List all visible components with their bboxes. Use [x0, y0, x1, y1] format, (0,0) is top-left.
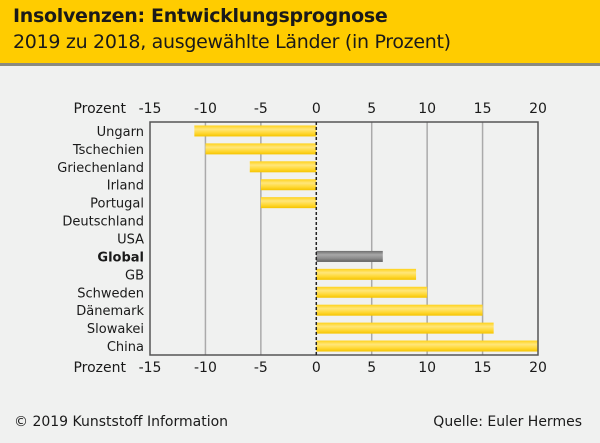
bar-china	[316, 340, 538, 352]
x-tick-label-top: 5	[367, 101, 376, 117]
x-tick-label-bottom: 15	[474, 360, 492, 376]
bar-ungarn	[194, 125, 317, 137]
x-tick-label-bottom: 10	[418, 360, 436, 376]
bar-tschechien	[205, 143, 317, 155]
category-label: Slowakei	[87, 322, 144, 337]
x-tick-label-bottom: -5	[254, 360, 268, 376]
bar-dänemark	[316, 304, 483, 316]
x-axis-top: -15 -10 -5 0 5 10 15 20	[139, 101, 547, 117]
category-label: Portugal	[90, 197, 144, 212]
x-tick-label-bottom: 20	[529, 360, 547, 376]
x-tick-label-top: -15	[139, 101, 162, 117]
bar-griechenland	[249, 161, 317, 173]
bar-global	[316, 250, 383, 262]
category-label: Ungarn	[97, 125, 144, 140]
category-label: Griechenland	[57, 161, 144, 176]
bar-schweden	[316, 286, 428, 298]
x-tick-label-bottom: 5	[367, 360, 376, 376]
category-labels: Ungarn Tschechien Griechenland Irland Portug…	[57, 125, 144, 355]
copyright-text: © 2019 Kunststoff Information	[14, 414, 229, 430]
x-axis-label-top: Prozent	[73, 101, 126, 117]
category-label: China	[107, 340, 144, 355]
category-label: Irland	[107, 179, 144, 194]
x-axis-bottom: -15 -10 -5 0 5 10 15 20	[139, 360, 547, 376]
x-tick-label-bottom: -10	[194, 360, 217, 376]
category-label: USA	[117, 233, 144, 248]
chart-title: Insolvenzen: Entwicklungsprognose	[13, 5, 388, 27]
bars	[194, 125, 538, 352]
bar-portugal	[260, 197, 317, 209]
x-tick-label-top: -5	[254, 101, 268, 117]
bar-irland	[260, 179, 317, 191]
category-label: GB	[125, 268, 144, 283]
x-axis-label-bottom: Prozent	[73, 360, 126, 376]
plot-frame	[149, 121, 539, 356]
x-tick-label-bottom: 0	[312, 360, 321, 376]
x-tick-label-top: 0	[312, 101, 321, 117]
category-label: Global	[97, 250, 144, 265]
x-tick-label-top: -10	[194, 101, 217, 117]
x-tick-label-top: 15	[474, 101, 492, 117]
gridlines	[204, 122, 484, 355]
x-tick-label-top: 10	[418, 101, 436, 117]
x-tick-label-bottom: -15	[139, 360, 162, 376]
category-label: Schweden	[77, 286, 144, 301]
x-tick-label-top: 20	[529, 101, 547, 117]
category-label: Dänemark	[76, 304, 144, 319]
header-banner: Insolvenzen: Entwicklungsprognose 2019 z…	[0, 0, 600, 66]
source-text: Quelle: Euler Hermes	[433, 414, 582, 430]
bar-gb	[316, 268, 417, 280]
category-label: Tschechien	[72, 143, 144, 158]
chart-subtitle: 2019 zu 2018, ausgewählte Länder (in Pro…	[13, 31, 451, 53]
bar-slowakei	[316, 322, 494, 334]
category-label: Deutschland	[62, 215, 144, 230]
